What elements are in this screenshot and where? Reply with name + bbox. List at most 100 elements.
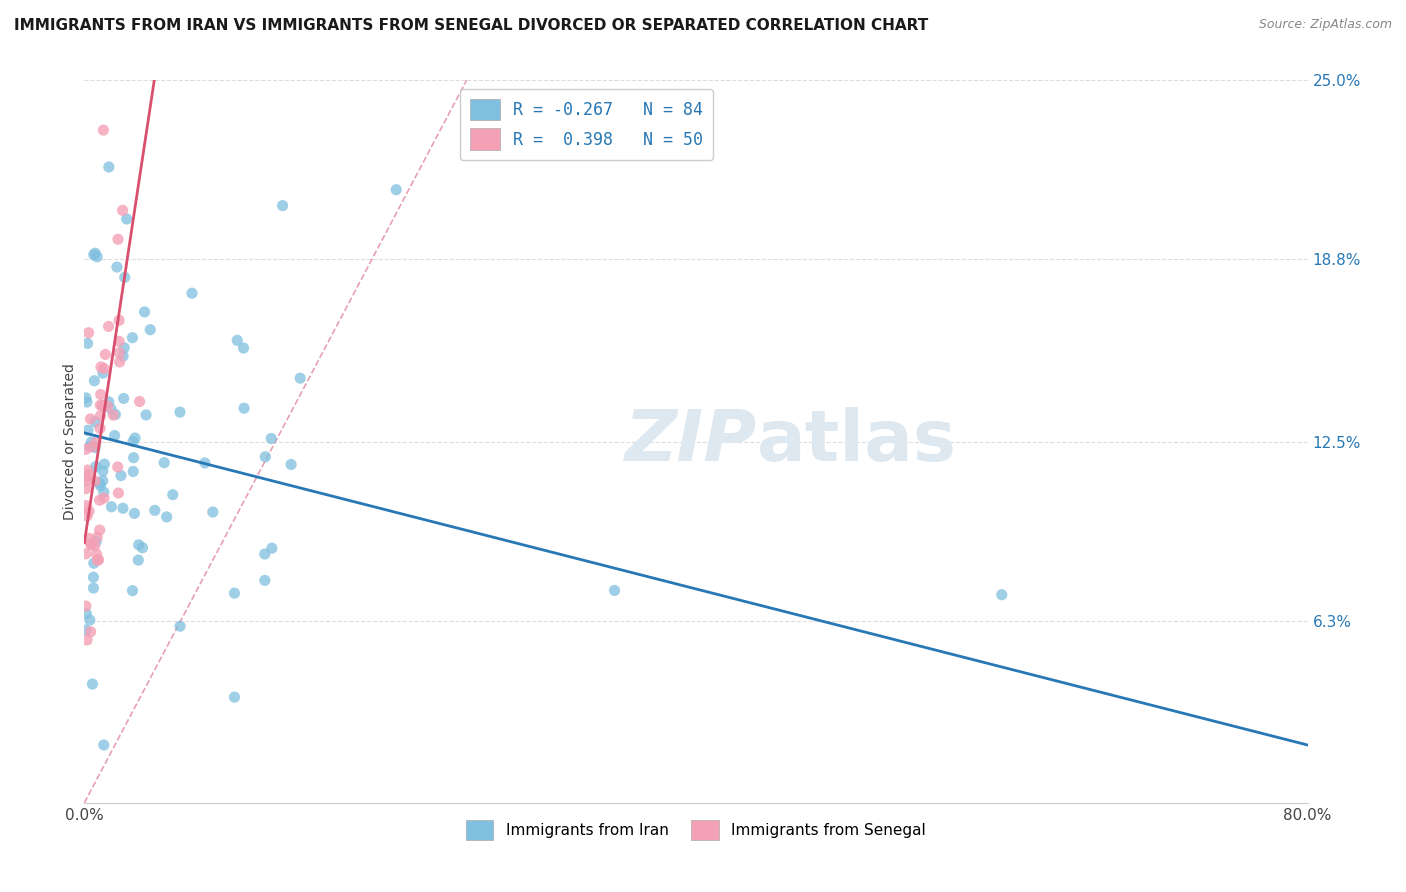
Point xyxy=(94,347,117,361)
Point xyxy=(89,478,111,492)
Point xyxy=(93,361,115,376)
Point xyxy=(75,623,97,637)
Point xyxy=(603,583,626,598)
Point xyxy=(75,607,97,621)
Point xyxy=(84,415,107,429)
Point xyxy=(91,399,114,413)
Point xyxy=(108,346,131,360)
Point xyxy=(108,334,131,349)
Point xyxy=(97,395,120,409)
Text: atlas: atlas xyxy=(758,407,957,476)
Point xyxy=(124,431,146,445)
Point xyxy=(139,323,162,337)
Point xyxy=(112,392,135,406)
Point xyxy=(121,331,143,345)
Point xyxy=(82,581,104,595)
Point xyxy=(90,359,112,374)
Text: Source: ZipAtlas.com: Source: ZipAtlas.com xyxy=(1258,18,1392,31)
Y-axis label: Divorced or Separated: Divorced or Separated xyxy=(63,363,77,520)
Point xyxy=(75,391,97,405)
Point xyxy=(254,450,277,464)
Point xyxy=(169,619,191,633)
Point xyxy=(80,624,103,639)
Point xyxy=(127,553,149,567)
Point xyxy=(93,457,115,471)
Point xyxy=(77,326,100,340)
Point xyxy=(156,509,179,524)
Point xyxy=(124,507,146,521)
Point xyxy=(84,435,107,450)
Point xyxy=(77,467,100,482)
Point xyxy=(97,160,120,174)
Point xyxy=(80,538,103,552)
Point xyxy=(110,468,132,483)
Point xyxy=(89,421,111,435)
Point xyxy=(79,440,101,454)
Point xyxy=(84,441,107,455)
Point xyxy=(89,523,111,537)
Point xyxy=(169,405,191,419)
Point xyxy=(162,488,184,502)
Point xyxy=(89,409,111,423)
Point xyxy=(232,341,254,355)
Point xyxy=(77,504,100,518)
Point xyxy=(100,401,122,416)
Point xyxy=(75,442,97,457)
Point xyxy=(153,456,176,470)
Point xyxy=(93,123,115,137)
Point xyxy=(89,493,111,508)
Point xyxy=(79,613,101,627)
Point xyxy=(131,541,153,555)
Point xyxy=(77,532,100,546)
Point xyxy=(105,260,128,274)
Point xyxy=(115,212,138,227)
Point xyxy=(91,474,114,488)
Point xyxy=(76,463,98,477)
Point xyxy=(104,408,127,422)
Point xyxy=(75,470,97,484)
Point xyxy=(96,399,118,413)
Point xyxy=(76,395,98,409)
Point xyxy=(97,319,120,334)
Point xyxy=(103,408,125,422)
Point xyxy=(93,738,115,752)
Point xyxy=(76,508,98,523)
Point xyxy=(991,588,1014,602)
Point xyxy=(77,474,100,488)
Point xyxy=(280,458,302,472)
Point xyxy=(121,583,143,598)
Point xyxy=(84,459,107,474)
Point xyxy=(134,305,156,319)
Point xyxy=(114,270,136,285)
Point xyxy=(224,690,246,705)
Point xyxy=(385,183,408,197)
Point xyxy=(89,475,111,490)
Legend: Immigrants from Iran, Immigrants from Senegal: Immigrants from Iran, Immigrants from Se… xyxy=(460,814,932,846)
Point xyxy=(80,434,103,449)
Point xyxy=(93,491,115,505)
Point xyxy=(86,553,108,567)
Point xyxy=(83,539,105,553)
Point xyxy=(79,412,101,426)
Point xyxy=(233,401,256,416)
Point xyxy=(260,541,283,556)
Point xyxy=(135,408,157,422)
Point xyxy=(100,500,122,514)
Point xyxy=(194,456,217,470)
Point xyxy=(93,485,115,500)
Point xyxy=(107,486,129,500)
Point xyxy=(224,586,246,600)
Point xyxy=(253,547,276,561)
Point xyxy=(107,232,129,246)
Point xyxy=(76,632,98,647)
Point xyxy=(181,286,204,301)
Point xyxy=(83,248,105,262)
Point xyxy=(111,203,134,218)
Text: ZIP: ZIP xyxy=(624,407,758,476)
Point xyxy=(90,387,112,401)
Point xyxy=(89,398,111,412)
Point xyxy=(76,336,98,351)
Point xyxy=(75,499,97,513)
Point xyxy=(75,482,97,496)
Point xyxy=(82,570,104,584)
